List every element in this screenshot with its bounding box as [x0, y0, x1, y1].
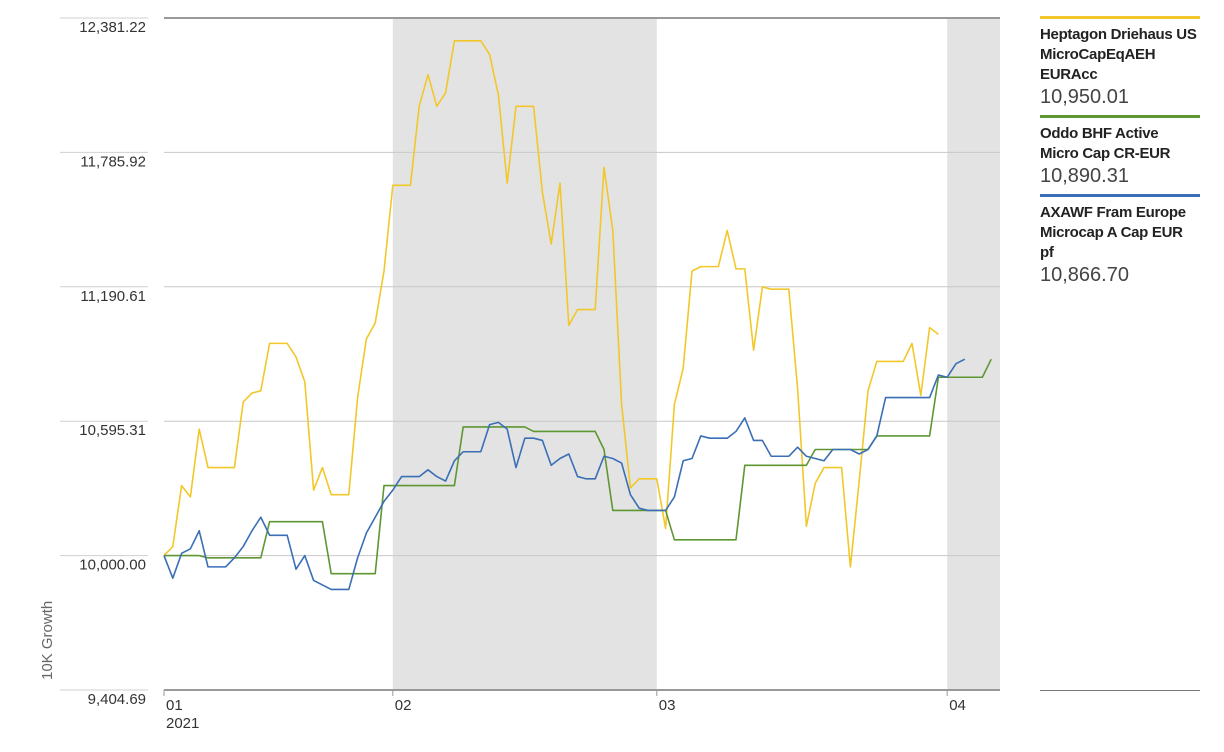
legend-series-value: 10,890.31 — [1040, 165, 1129, 187]
x-tick-label: 01 — [166, 697, 183, 714]
legend-item-0: Heptagon Driehaus US MicroCapEqAEH EURAc… — [1040, 16, 1200, 109]
legend-divider — [1040, 690, 1200, 691]
legend: Heptagon Driehaus US MicroCapEqAEH EURAc… — [1040, 16, 1200, 293]
series-line-0 — [163, 40, 939, 568]
legend-item-2: AXAWF Fram Europe Microcap A Cap EUR pf 1… — [1040, 194, 1200, 287]
legend-series-name: Oddo BHF Active Micro Cap CR-EUR — [1040, 125, 1171, 162]
y-tick-label: 12,381.22 — [79, 19, 146, 36]
y-tick-label: 11,785.92 — [80, 153, 146, 170]
legend-series-name: Heptagon Driehaus US MicroCapEqAEH EURAc… — [1040, 26, 1197, 83]
x-tick-label: 04 — [949, 697, 966, 714]
x-tick-label: 02 — [395, 697, 412, 714]
y-axis-label: 10K Growth — [39, 601, 56, 680]
shaded-region-0 — [392, 18, 657, 690]
x-tick-sublabel: 2021 — [166, 715, 199, 732]
y-tick-label: 10,595.31 — [79, 422, 146, 439]
shaded-regions — [392, 18, 1000, 690]
y-tick-label: 11,190.61 — [80, 288, 146, 305]
gridlines — [60, 17, 1000, 691]
x-tick-label: 03 — [659, 697, 676, 714]
y-tick-labels: 12,381.22 11,785.92 11,190.61 10,595.31 10,0… — [79, 19, 146, 708]
y-tick-label: 10,000.00 — [79, 557, 146, 574]
shaded-region-1 — [947, 18, 1000, 690]
y-tick-label: 9,404.69 — [88, 691, 146, 708]
legend-series-name: AXAWF Fram Europe Microcap A Cap EUR pf — [1040, 204, 1186, 261]
legend-series-value: 10,950.01 — [1040, 86, 1129, 108]
legend-series-value: 10,866.70 — [1040, 264, 1129, 286]
series-lines — [163, 40, 992, 591]
series-line-2 — [163, 358, 966, 591]
legend-item-1: Oddo BHF Active Micro Cap CR-EUR 10,890.3… — [1040, 115, 1200, 188]
series-line-1 — [164, 358, 992, 575]
